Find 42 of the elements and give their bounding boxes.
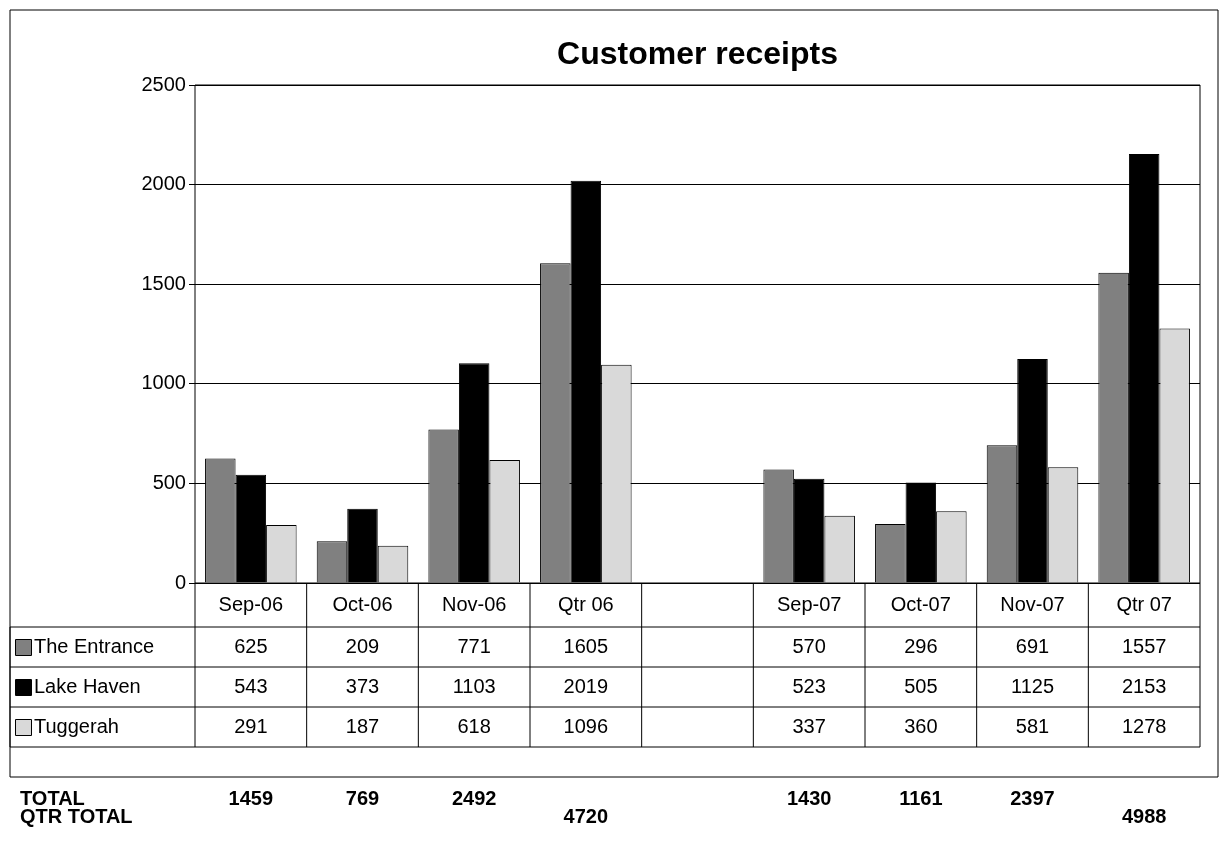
data-label: 523 [792, 674, 826, 697]
data-label: 360 [904, 714, 938, 737]
data-label: 1125 [1010, 674, 1055, 697]
data-label: 505 [904, 674, 938, 697]
data-label: 1103 [452, 674, 496, 697]
x-tick-label: Sep-07 [776, 592, 842, 615]
data-label: 2153 [1121, 674, 1167, 697]
legend-label: The Entrance [34, 634, 155, 657]
data-label: 1096 [563, 714, 609, 737]
x-tick-label: Qtr 07 [1116, 592, 1172, 615]
y-tick-label: 500 [152, 470, 186, 493]
y-tick-label: 0 [174, 570, 186, 593]
y-tick-label: 2500 [141, 72, 186, 95]
data-label: 291 [234, 714, 268, 737]
y-tick-label: 2000 [141, 172, 186, 195]
data-label: 1278 [1121, 714, 1167, 737]
chart-title: Customer receipts [557, 34, 838, 71]
data-label: 625 [234, 634, 268, 657]
data-label: 2019 [563, 674, 609, 697]
y-tick-label: 1500 [141, 271, 186, 294]
data-label: 373 [345, 674, 380, 697]
data-label: 209 [345, 634, 380, 657]
data-label: 337 [792, 714, 826, 737]
data-label: 1557 [1121, 634, 1167, 657]
data-label: 187 [345, 714, 380, 737]
x-tick-label: Sep-06 [218, 592, 284, 615]
legend-label: Lake Haven [34, 674, 141, 697]
x-tick-label: Qtr 06 [558, 592, 614, 615]
data-label: 543 [234, 674, 268, 697]
legend-label: Tuggerah [34, 714, 119, 737]
x-tick-label: Oct-06 [332, 592, 393, 615]
data-label: 581 [1015, 714, 1050, 737]
data-label: 618 [457, 714, 491, 737]
x-tick-label: Oct-07 [890, 592, 951, 615]
x-tick-label: Nov-06 [441, 592, 507, 615]
x-tick-label: Nov-07 [1000, 592, 1065, 615]
data-label: 1605 [563, 634, 609, 657]
data-label: 570 [792, 634, 826, 657]
data-label: 691 [1015, 634, 1050, 657]
y-tick-label: 1000 [141, 371, 186, 394]
data-label: 771 [457, 634, 491, 657]
data-label: 296 [904, 634, 938, 657]
